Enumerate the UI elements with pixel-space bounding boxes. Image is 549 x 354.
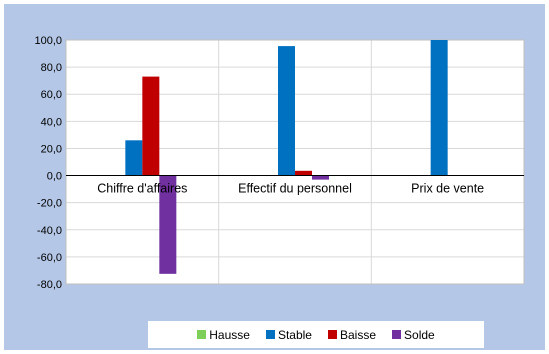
bar-baisse	[295, 170, 312, 176]
chart-frame: 100,0 80,0 60,0 40,0 20,0 0,0 -20,0 -40,0 -60,0 -…	[4, 4, 545, 350]
bar-stable	[125, 140, 143, 176]
y-tick-label: 20,0	[41, 143, 62, 155]
legend-swatch	[392, 330, 402, 339]
category-label: Effectif du personnel	[238, 182, 352, 196]
bar-solde	[312, 175, 329, 180]
legend-item-stable: Stable	[265, 327, 312, 342]
y-tick-label: 60,0	[41, 89, 62, 101]
bar-chart: 100,0 80,0 60,0 40,0 20,0 0,0 -20,0 -40,0 -60,0 -…	[4, 4, 545, 350]
y-tick-label: -20,0	[37, 198, 62, 210]
y-tick-label: 100,0	[34, 35, 62, 47]
y-tick-label: -80,0	[37, 279, 62, 291]
y-tick-label: 80,0	[41, 62, 62, 74]
legend-item-solde: Solde	[392, 328, 435, 342]
legend-item-hausse: Hausse	[197, 328, 250, 342]
legend-item-baisse: Baisse	[327, 327, 377, 342]
y-tick-label: 40,0	[41, 116, 62, 128]
y-tick-label: -40,0	[37, 225, 62, 237]
category-label: Prix de vente	[411, 182, 484, 196]
category-label: Chiffre d'affaires	[97, 182, 187, 196]
bar-baisse	[142, 76, 160, 176]
legend-swatch	[327, 330, 337, 339]
legend-label: Baisse	[339, 327, 377, 342]
bar-solde	[159, 175, 177, 274]
y-tick-label: -60,0	[37, 252, 62, 264]
y-tick-label: 0,0	[47, 171, 62, 183]
legend-label: Hausse	[209, 327, 250, 342]
chart-legend: Hausse Stable Baisse Solde	[148, 321, 484, 348]
legend-swatch	[197, 330, 207, 339]
legend-label: Stable	[277, 327, 312, 342]
plot-border	[65, 39, 525, 285]
bar-stable	[278, 46, 295, 176]
legend-swatch	[265, 330, 275, 339]
legend-label: Solde	[404, 327, 435, 342]
bar-stable	[430, 40, 448, 176]
